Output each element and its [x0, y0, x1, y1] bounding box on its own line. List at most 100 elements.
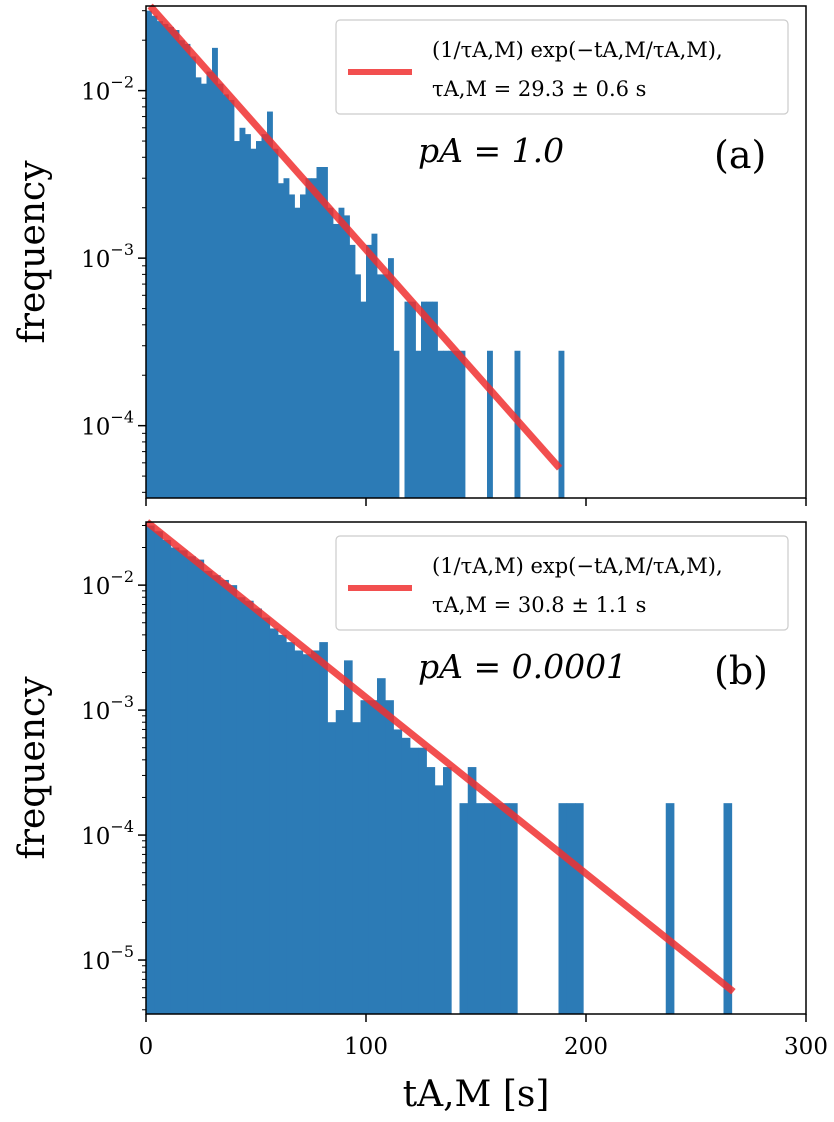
histogram-bar — [239, 127, 246, 499]
histogram-bar — [333, 223, 339, 498]
y-tick-label: 10−2 — [81, 73, 134, 106]
legend-box-b — [335, 535, 789, 631]
histogram-bar — [261, 134, 268, 498]
histogram-bar — [283, 178, 290, 498]
histogram-bar — [575, 803, 584, 1014]
histogram-bar — [212, 47, 218, 498]
histogram-bar — [173, 30, 180, 499]
legend-text-line1-b: (1/τA,M) exp(−tA,M/τA,M), — [432, 554, 723, 578]
histogram-bar — [443, 350, 449, 498]
y-axis-label-b: frequency — [12, 676, 53, 860]
axes-frame-a — [145, 5, 807, 499]
annotation-pa-b: pA = 0.0001 — [418, 647, 627, 686]
histogram-bar — [335, 710, 345, 1014]
histogram-bar — [448, 350, 455, 498]
histogram-bar — [509, 803, 518, 1014]
y-tick-label: 10−4 — [81, 408, 134, 441]
histogram-bar — [426, 301, 433, 498]
histogram-bar — [366, 244, 372, 498]
histogram-bar — [294, 207, 301, 498]
histogram-bar — [236, 597, 246, 1014]
histogram-bar — [388, 258, 394, 498]
histogram-bar — [355, 274, 361, 498]
histogram-bar — [316, 167, 323, 499]
histogram-bar — [432, 301, 438, 498]
histogram-bar — [476, 803, 485, 1014]
x-tick-label: 300 — [784, 1034, 828, 1060]
histogram-bar — [418, 747, 427, 1014]
fit-line — [147, 3, 563, 471]
histogram-bar — [168, 26, 174, 498]
histogram-bar — [223, 94, 229, 498]
histogram-bar — [289, 194, 295, 498]
histogram-bar — [723, 803, 733, 1014]
histogram-bar — [327, 207, 334, 498]
x-tick-label: 0 — [139, 1034, 154, 1060]
histogram-bar — [245, 600, 254, 1014]
x-ticks-a — [145, 498, 807, 506]
histogram-bar — [272, 148, 279, 498]
annotation-pa-a: pA = 1.0 — [418, 131, 564, 170]
histogram-bar — [300, 194, 306, 498]
histogram-bar — [157, 21, 163, 498]
histogram-bar — [278, 634, 287, 1014]
x-tick-label: 100 — [344, 1034, 388, 1060]
y-tick-label: 10−3 — [81, 240, 134, 273]
legend-text-line2-a: τA,M = 29.3 ± 0.6 s — [432, 77, 646, 101]
histogram-bar — [195, 559, 205, 1014]
histogram-bar — [220, 579, 229, 1014]
histogram-bar — [162, 23, 169, 499]
histogram-bar — [344, 660, 353, 1014]
histogram-bar — [146, 525, 155, 1014]
histogram-bars-b — [146, 525, 733, 1014]
histogram-bar — [253, 608, 262, 1014]
y-ticks-a: 10−2 10−3 10−4 — [81, 10, 146, 493]
histogram-bar — [179, 550, 188, 1014]
histogram-bar — [401, 737, 411, 1014]
panel-a: 10−2 10−3 10−4 frequency (1/τA,M) exp(−tA,… — [12, 3, 807, 506]
histogram-bar — [187, 556, 196, 1014]
histogram-bar — [437, 350, 444, 498]
histogram-bar — [267, 111, 273, 499]
panel-label-a: (a) — [714, 133, 766, 177]
histogram-bars-a — [146, 10, 565, 499]
histogram-bar — [203, 570, 213, 1014]
histogram-bar — [338, 207, 345, 498]
histogram-bar — [286, 642, 295, 1014]
histogram-bar — [319, 642, 328, 1014]
histogram-bar — [151, 15, 158, 499]
histogram-bar — [410, 301, 416, 498]
x-axis-label: tA,M [s] — [403, 1074, 550, 1115]
legend-text-line2-b: τA,M = 30.8 ± 1.1 s — [432, 593, 646, 617]
histogram-bar — [228, 585, 238, 1014]
histogram-bar — [368, 700, 378, 1014]
x-ticks-b: 0 100 200 300 — [139, 1014, 828, 1060]
histogram-bar — [228, 99, 235, 498]
legend-text-line1-a: (1/τA,M) exp(−tA,M/τA,M), — [432, 38, 723, 62]
histogram-bar — [311, 650, 320, 1014]
histogram-bar — [415, 350, 422, 498]
histogram-bar — [302, 654, 312, 1014]
y-tick-label: 10−3 — [81, 692, 134, 725]
histogram-bar — [558, 803, 568, 1014]
histogram-bar — [484, 803, 493, 1014]
legend-box-a — [335, 19, 789, 115]
y-tick-label: 10−4 — [81, 817, 134, 850]
panel-b: 0 100 200 300 10−2 10−3 10−4 10−5 frequency tA… — [12, 519, 828, 1115]
histogram-bar — [305, 178, 312, 498]
histogram-bar — [443, 767, 452, 1014]
histogram-bar — [217, 83, 224, 499]
histogram-bar — [352, 722, 361, 1014]
fit-line-group-b — [144, 519, 736, 995]
histogram-bar — [459, 803, 469, 1014]
y-tick-label: 10−5 — [81, 942, 134, 975]
histogram-bar — [179, 40, 185, 499]
histogram-bar — [269, 628, 279, 1014]
histogram-bar — [170, 547, 180, 1014]
histogram-bar — [146, 10, 152, 498]
x-tick-label: 200 — [564, 1034, 608, 1060]
legend-a: (1/τA,M) exp(−tA,M/τA,M), τA,M = 29.3 ± … — [335, 19, 789, 115]
histogram-bar — [434, 785, 444, 1014]
histogram-bar — [250, 148, 257, 498]
